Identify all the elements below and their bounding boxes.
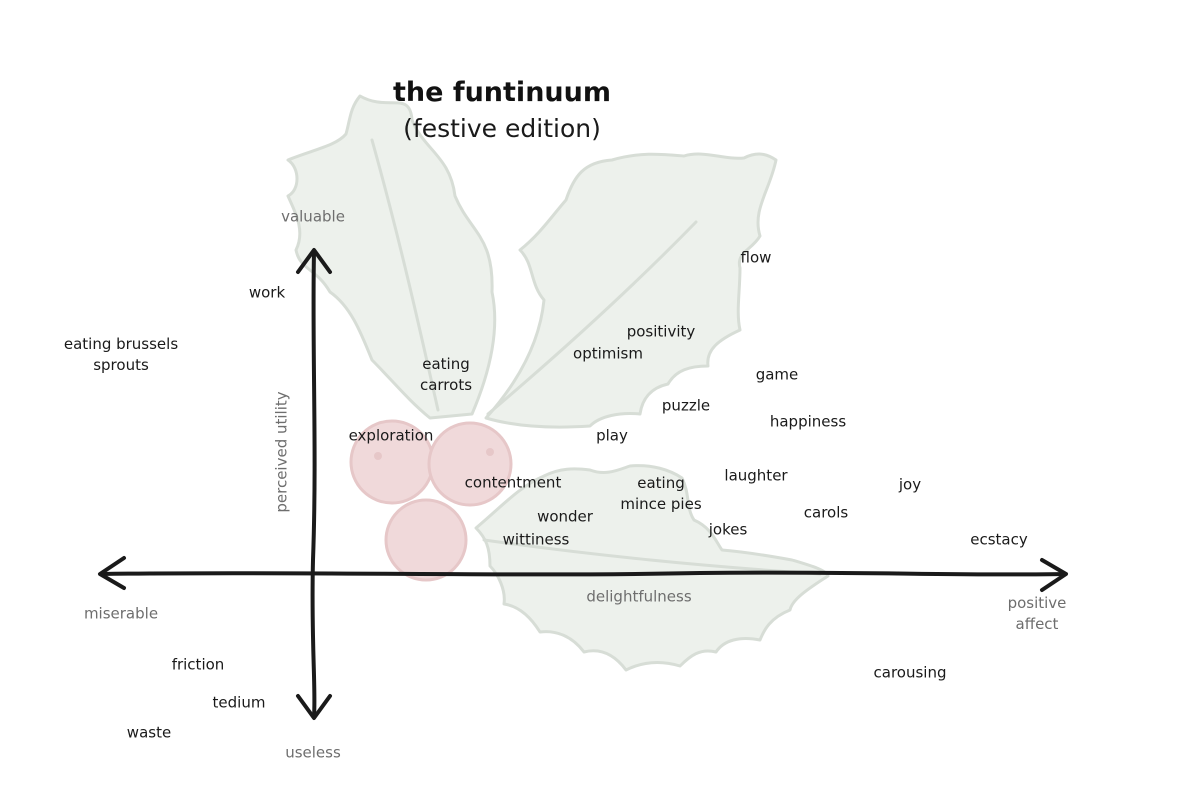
- y-axis-top-label: valuable: [281, 207, 345, 226]
- term-exploration: exploration: [348, 426, 434, 445]
- y-axis-title: perceived utility: [272, 391, 291, 513]
- term-play: play: [596, 426, 628, 445]
- holly-berry-dots: [374, 448, 494, 460]
- term-positivity: positivity: [626, 322, 696, 341]
- holly-leaf-upper-left: [286, 94, 497, 420]
- term-happiness: happiness: [769, 412, 847, 431]
- x-axis-line: [100, 570, 1066, 577]
- x-axis-title: delightfulness: [586, 587, 692, 606]
- term-waste: waste: [126, 723, 172, 742]
- holly-berry-bottom: [384, 498, 468, 582]
- holly-leaf-upper-right: [484, 152, 778, 429]
- diagram-title: the funtinuum: [393, 77, 611, 108]
- term-carols: carols: [803, 503, 849, 522]
- y-axis-bottom-label: useless: [285, 743, 341, 762]
- x-axis-right-label: positive affect: [1008, 593, 1067, 635]
- term-ecstacy: ecstacy: [970, 530, 1028, 549]
- axes: [98, 248, 1068, 720]
- term-game: game: [755, 365, 799, 384]
- term-friction: friction: [171, 655, 225, 674]
- term-contentment: contentment: [464, 473, 562, 492]
- term-puzzle: puzzle: [661, 396, 711, 415]
- term-wonder: wonder: [537, 507, 593, 526]
- y-axis-line: [310, 250, 317, 718]
- term-carousing: carousing: [873, 663, 947, 682]
- term-wittiness: wittiness: [502, 530, 570, 549]
- y-axis-arrow-up-icon: [296, 248, 332, 274]
- term-flow: flow: [740, 248, 772, 267]
- term-work: work: [248, 283, 286, 302]
- x-axis-right-label-line-2: affect: [1015, 615, 1059, 633]
- term-eating-mince-pies: eating mince pies: [620, 474, 702, 513]
- x-axis-arrow-left-icon: [98, 556, 126, 590]
- term-tedium: tedium: [212, 693, 266, 712]
- holly-berry-right: [427, 421, 513, 507]
- x-axis-arrow-right-icon: [1040, 558, 1068, 592]
- term-optimism: optimism: [573, 344, 643, 363]
- diagram-subtitle: (festive edition): [403, 114, 601, 143]
- term-eating-carrots: eating carrots: [419, 355, 473, 394]
- term-joy: joy: [898, 475, 922, 494]
- holly-leaves: [286, 94, 830, 672]
- y-axis-arrow-down-icon: [296, 694, 332, 720]
- term-jokes: jokes: [708, 520, 748, 539]
- term-laughter: laughter: [724, 466, 788, 485]
- x-axis-left-label: miserable: [83, 604, 159, 623]
- x-axis-right-label-line-1: positive: [1007, 594, 1067, 612]
- term-eating-brussels-sprouts: eating brussels sprouts: [63, 335, 179, 374]
- holly-leaf-lower: [474, 464, 830, 672]
- holly-berries: [349, 419, 513, 582]
